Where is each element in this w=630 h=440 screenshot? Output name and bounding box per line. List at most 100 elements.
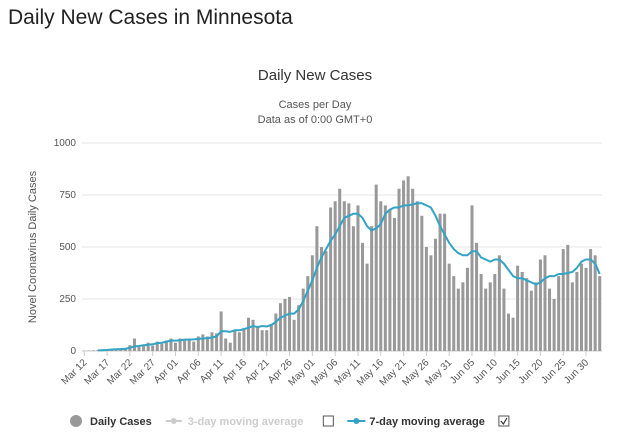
bar (91, 350, 95, 351)
bar (183, 340, 187, 351)
chart-subtitle: Cases per Day (279, 99, 352, 111)
bar (538, 259, 542, 351)
bar (151, 345, 155, 351)
bar (497, 255, 501, 351)
bar (228, 342, 232, 351)
y-tick-label: 750 (59, 190, 76, 201)
checkbox[interactable] (498, 415, 510, 427)
bar (456, 288, 460, 351)
checkbox[interactable] (322, 415, 334, 427)
bar (301, 288, 305, 351)
bar (142, 344, 146, 351)
bar (205, 336, 209, 351)
bar (319, 247, 323, 351)
bar (575, 271, 579, 351)
bar (137, 346, 141, 351)
x-tick-label: Apr 21 (243, 357, 272, 386)
bar (155, 341, 159, 351)
legend-label[interactable]: Daily Cases (90, 416, 152, 428)
legend-label[interactable]: 3-day moving average (188, 416, 304, 428)
bar (96, 349, 100, 351)
line (97, 202, 601, 352)
bar (201, 334, 205, 351)
bar (278, 303, 282, 351)
bar (593, 255, 597, 351)
bar (338, 188, 342, 351)
bar (379, 201, 383, 351)
bar (511, 317, 515, 351)
bar (324, 251, 328, 351)
y-axis-label: Novel Coronavirus Daily Cases (27, 170, 39, 323)
bar (465, 267, 469, 351)
bar (579, 263, 583, 351)
bar (475, 242, 479, 351)
x-tick-label: Apr 01 (152, 357, 181, 386)
bar (224, 338, 228, 351)
y-tick-label: 0 (70, 346, 76, 357)
bar (315, 226, 319, 351)
bar (461, 282, 465, 351)
chart-note: Data as of 0:00 GMT+0 (258, 114, 373, 126)
bar (260, 330, 264, 351)
bar (570, 282, 574, 351)
checkmark (500, 417, 508, 426)
bar (215, 333, 219, 351)
bar (374, 184, 378, 351)
y-tick-label: 250 (59, 294, 76, 305)
bar (561, 249, 565, 351)
bar (402, 180, 406, 351)
bar (329, 207, 333, 351)
bar (388, 209, 392, 351)
bar (356, 205, 360, 351)
bar (178, 338, 182, 351)
bar (169, 338, 173, 351)
bar (342, 201, 346, 351)
bar (237, 332, 241, 351)
bar (297, 305, 301, 351)
bar (525, 278, 529, 351)
legend-label[interactable]: 7-day moving average (369, 416, 485, 428)
bar (452, 276, 456, 351)
bar (438, 213, 442, 351)
bar (164, 340, 168, 351)
bar (520, 271, 524, 351)
x-tick-label: Jun 30 (562, 357, 591, 386)
bar (516, 265, 520, 351)
bar (174, 342, 178, 351)
chart-title: Daily New Cases (258, 67, 372, 84)
legend-symbol (170, 418, 177, 424)
y-tick-label: 500 (59, 242, 76, 253)
bar (269, 323, 273, 351)
bar (420, 215, 424, 351)
bar (543, 255, 547, 351)
bar (424, 247, 428, 351)
y-tick-label: 1000 (54, 138, 77, 149)
bar (146, 342, 150, 351)
bar (251, 319, 255, 351)
bar (506, 313, 510, 351)
bar (242, 328, 246, 351)
bar (443, 213, 447, 351)
legend-symbol (353, 418, 360, 424)
bar (288, 296, 292, 351)
bar (493, 274, 497, 351)
x-tick-label: Apr 06 (175, 357, 204, 386)
bar (333, 201, 337, 351)
bar (598, 276, 602, 351)
bar (283, 299, 287, 351)
bar (415, 201, 419, 351)
bar (370, 226, 374, 351)
bar (274, 313, 278, 351)
bar (447, 263, 451, 351)
bar (196, 336, 200, 351)
bar (534, 282, 538, 351)
bar (265, 330, 269, 351)
bar (192, 341, 196, 351)
bar (351, 226, 355, 351)
bar (479, 274, 483, 351)
x-tick-label: Mar 27 (128, 357, 158, 387)
bar (397, 188, 401, 351)
bar (589, 249, 593, 351)
bar (488, 282, 492, 351)
